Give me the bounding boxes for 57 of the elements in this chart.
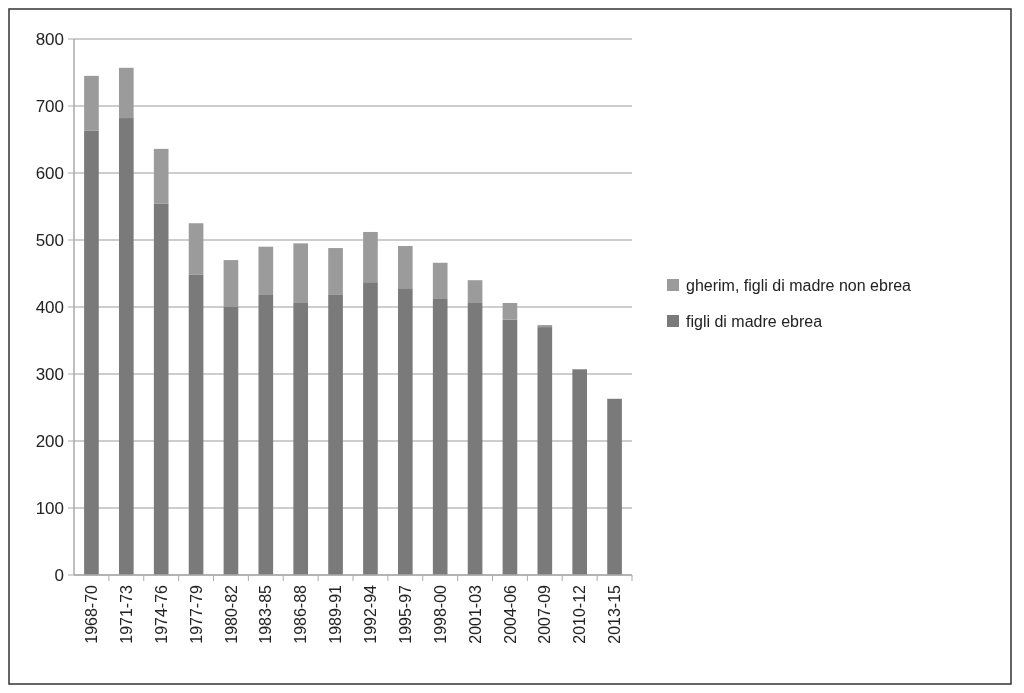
bar bbox=[223, 307, 239, 575]
x-tick-label: 2001-03 bbox=[466, 584, 484, 644]
bar bbox=[84, 75, 99, 131]
bar bbox=[502, 302, 518, 320]
bar bbox=[397, 288, 413, 575]
y-tick-label: 200 bbox=[35, 431, 64, 451]
bar bbox=[153, 148, 169, 204]
bar bbox=[84, 130, 99, 575]
bar bbox=[432, 262, 448, 299]
bar bbox=[537, 325, 553, 328]
x-tick-label: 2010-12 bbox=[571, 584, 589, 644]
x-tick-label: 1977-79 bbox=[187, 584, 205, 644]
y-tick-label: 800 bbox=[35, 29, 64, 49]
x-tick-label: 1986-88 bbox=[292, 584, 310, 644]
bar bbox=[467, 280, 483, 303]
y-tick-label: 400 bbox=[35, 297, 64, 317]
x-tick-label: 1968-70 bbox=[83, 584, 101, 644]
bar bbox=[293, 243, 309, 303]
bar bbox=[537, 327, 553, 575]
x-tick-label: 2007-09 bbox=[536, 584, 554, 644]
bar bbox=[118, 67, 134, 119]
bar bbox=[328, 248, 343, 295]
legend-label: gherim, figli di madre non ebrea bbox=[686, 276, 912, 294]
x-tick-label: 2004-06 bbox=[501, 584, 519, 644]
y-tick-label: 0 bbox=[54, 565, 64, 585]
y-tick-label: 700 bbox=[35, 96, 64, 116]
bar bbox=[258, 294, 274, 575]
legend-label: figli di madre ebrea bbox=[686, 312, 823, 330]
x-tick-label: 1995-97 bbox=[396, 584, 414, 644]
bar bbox=[502, 319, 518, 575]
bar bbox=[363, 231, 378, 283]
y-tick-label: 100 bbox=[35, 498, 64, 518]
bar bbox=[188, 274, 204, 575]
bar bbox=[223, 260, 239, 307]
bar bbox=[467, 302, 483, 575]
x-tick-label: 1998-00 bbox=[431, 584, 449, 644]
x-tick-label: 1971-73 bbox=[117, 584, 135, 644]
bar bbox=[118, 118, 134, 575]
x-tick-label: 1983-85 bbox=[257, 584, 275, 644]
x-tick-label: 2013-15 bbox=[606, 584, 624, 644]
y-tick-label: 600 bbox=[35, 163, 64, 183]
x-tick-label: 1992-94 bbox=[362, 584, 380, 644]
bar bbox=[572, 369, 588, 575]
bar bbox=[607, 398, 622, 575]
bar bbox=[153, 203, 169, 575]
bar bbox=[188, 223, 204, 275]
bar bbox=[293, 302, 309, 575]
x-tick-label: 1974-76 bbox=[152, 584, 170, 644]
y-tick-label: 500 bbox=[35, 230, 64, 250]
y-tick-label: 300 bbox=[35, 364, 64, 384]
bar bbox=[258, 246, 274, 295]
bar bbox=[432, 298, 448, 575]
x-tick-label: 1989-91 bbox=[327, 584, 345, 644]
x-tick-label: 1980-82 bbox=[222, 584, 240, 644]
bar bbox=[397, 246, 413, 289]
bar bbox=[363, 282, 378, 575]
bar bbox=[328, 294, 343, 575]
